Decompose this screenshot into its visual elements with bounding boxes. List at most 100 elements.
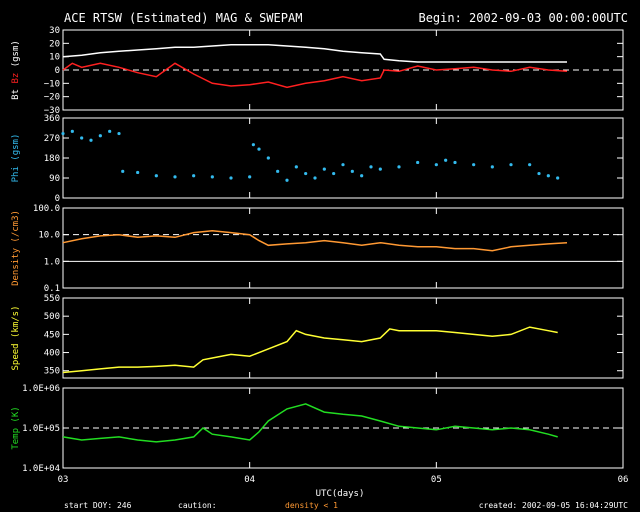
panel-speed: 550 500 450 400 350 Speed (km/s) xyxy=(11,294,624,379)
series-density xyxy=(62,230,568,252)
data-point xyxy=(154,174,158,178)
series-line xyxy=(62,326,558,374)
data-point xyxy=(192,174,196,178)
panel-density: 100.0 10.0 1.0 0.1 Density (/cm3) xyxy=(11,204,624,294)
data-point xyxy=(304,171,308,176)
y-tick-label: −20 xyxy=(44,93,60,103)
start-doy: start DOY: 246 xyxy=(64,501,132,510)
data-point xyxy=(121,169,125,173)
data-point xyxy=(173,175,177,179)
data-point xyxy=(266,156,270,160)
data-point xyxy=(350,169,354,173)
y-tick-label: 90 xyxy=(49,174,60,184)
y-tick-label: 180 xyxy=(44,154,60,164)
series-bz xyxy=(62,62,568,89)
series-temp xyxy=(62,403,558,443)
data-point xyxy=(210,175,214,179)
x-tick-label: 06 xyxy=(618,475,629,485)
y-axis-label: Speed (km/s) xyxy=(11,305,21,370)
y-tick-label: 550 xyxy=(44,294,60,304)
series-speed xyxy=(62,326,558,374)
data-point xyxy=(313,176,317,180)
data-point xyxy=(434,163,438,167)
y-tick-label: 20 xyxy=(49,39,60,49)
data-point xyxy=(528,163,532,167)
data-point xyxy=(453,160,457,165)
x-tick-label: 05 xyxy=(431,475,442,485)
series-phi xyxy=(61,129,560,182)
data-point xyxy=(537,171,541,176)
data-point xyxy=(285,178,289,182)
y-tick-label: −30 xyxy=(44,106,60,116)
data-point xyxy=(251,143,255,147)
data-point xyxy=(294,165,298,169)
panel-frame xyxy=(62,207,624,289)
data-point xyxy=(360,174,364,178)
data-point xyxy=(61,131,65,136)
y-tick-label: 1.0 xyxy=(44,257,60,267)
data-point xyxy=(257,147,261,151)
y-tick-label: 400 xyxy=(44,349,60,359)
y-tick-label: 100.0 xyxy=(33,204,60,214)
panel-frame xyxy=(62,117,624,199)
y-axis-label-part: Phi (gsm) xyxy=(11,134,21,183)
series-line xyxy=(62,62,568,89)
data-point xyxy=(546,174,550,178)
data-point xyxy=(276,169,280,173)
x-axis-label: UTC(days) xyxy=(316,489,365,499)
y-tick-label: 500 xyxy=(44,312,60,322)
data-point xyxy=(332,171,336,176)
data-point xyxy=(80,136,84,140)
data-point xyxy=(490,165,494,169)
y-tick-label: 0 xyxy=(55,194,60,204)
data-point xyxy=(397,165,401,169)
x-tick-label: 03 xyxy=(58,475,69,485)
created-time: created: 2002-09-05 16:04:29UTC xyxy=(479,501,628,510)
data-point xyxy=(369,165,373,169)
y-tick-label: 1.0E+06 xyxy=(22,384,60,394)
data-point xyxy=(108,129,112,133)
data-point xyxy=(378,167,382,171)
begin-time: Begin: 2002-09-03 00:00:00UTC xyxy=(418,11,628,25)
y-tick-label: 10.0 xyxy=(38,231,60,241)
y-tick-label: 0.1 xyxy=(44,284,60,294)
panel-phi: 360 270 180 90 0 Phi (gsm) xyxy=(11,114,624,204)
panel-frame xyxy=(62,297,624,379)
data-point xyxy=(444,158,448,162)
data-point xyxy=(509,163,513,167)
data-point xyxy=(556,176,560,180)
y-axis-label-part: Bt xyxy=(11,89,21,100)
data-point xyxy=(136,170,140,175)
series-bt xyxy=(62,43,567,63)
y-axis-label: Bt Bz (gsm) xyxy=(11,40,21,100)
y-tick-label: 0 xyxy=(55,66,60,76)
series-line xyxy=(62,403,558,443)
y-axis-label: Phi (gsm) xyxy=(11,134,21,183)
series-line xyxy=(62,43,567,63)
y-tick-label: 30 xyxy=(49,26,60,36)
density-note: density < 1 xyxy=(285,501,338,510)
y-tick-label: −10 xyxy=(44,79,60,89)
chart-title: ACE RTSW (Estimated) MAG & SWEPAM xyxy=(64,11,302,25)
data-point xyxy=(229,176,233,180)
y-tick-label: 350 xyxy=(44,367,60,377)
y-axis-label: Density (/cm3) xyxy=(11,210,21,286)
data-point xyxy=(416,160,420,165)
data-point xyxy=(89,138,93,142)
y-axis-label-part: Speed (km/s) xyxy=(11,305,21,370)
y-tick-label: 1.0E+04 xyxy=(22,464,60,474)
caution-label: caution: xyxy=(178,501,217,510)
y-axis-label-part: Density (/cm3) xyxy=(11,210,21,286)
data-point xyxy=(472,163,476,167)
y-tick-label: 450 xyxy=(44,330,60,340)
data-point xyxy=(248,175,252,179)
data-point xyxy=(322,167,326,171)
data-point xyxy=(117,131,121,136)
data-point xyxy=(98,134,102,138)
x-tick-label: 04 xyxy=(244,475,255,485)
data-point xyxy=(341,163,345,167)
series-line xyxy=(62,230,568,252)
y-axis-label: Temp (K) xyxy=(11,406,21,449)
y-axis-label-part: Bz xyxy=(11,73,21,89)
